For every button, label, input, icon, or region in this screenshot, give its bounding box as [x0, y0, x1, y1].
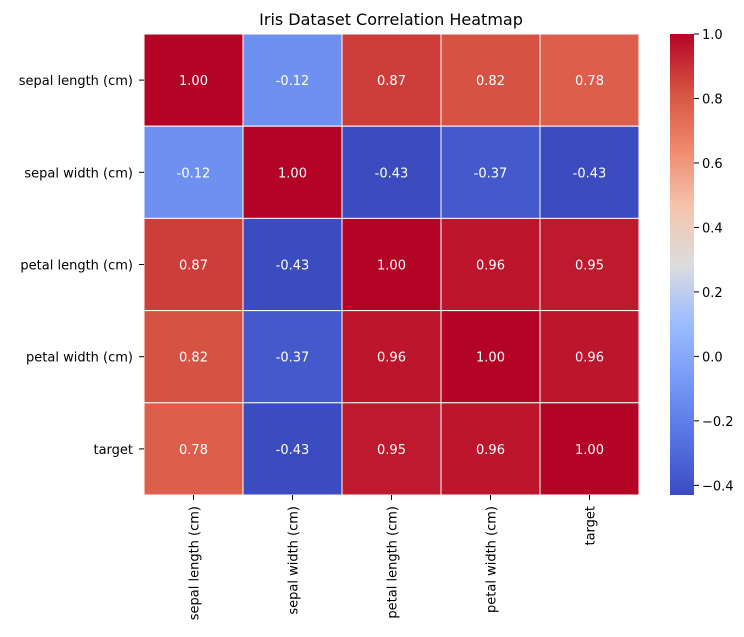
cell-annotation: -0.43 — [276, 259, 310, 274]
cell-annotation: 0.95 — [377, 443, 406, 458]
cell-annotation: -0.43 — [573, 166, 607, 181]
cell-annotation: 0.96 — [476, 259, 505, 274]
cell-annotation: 1.00 — [476, 351, 505, 366]
row-tick-label: petal length (cm) — [20, 259, 133, 274]
heatmap-cell — [440, 33, 541, 127]
heatmap-cell — [341, 402, 442, 496]
cell-annotation: -0.12 — [276, 74, 310, 89]
colorbar-tick-label: 0.6 — [702, 157, 723, 172]
cell-annotation: -0.12 — [177, 166, 211, 181]
colorbar — [670, 34, 694, 495]
heatmap-cell — [143, 310, 244, 404]
heatmap-cells: 1.00 -0.12 0.87 0.82 0.78 -0.12 1.00 -0.43 -0.37… — [143, 33, 640, 496]
heatmap-cell — [341, 217, 442, 312]
colorbar-tick-label: −0.2 — [702, 415, 734, 430]
col-tick-label: petal width (cm) — [485, 506, 500, 613]
cell-annotation: 1.00 — [179, 74, 208, 89]
heatmap-cell — [539, 125, 640, 219]
row-tick-label: target — [93, 443, 133, 458]
col-tick-label: sepal length (cm) — [188, 506, 203, 620]
colorbar-tick-label: 0.4 — [702, 221, 723, 236]
col-tick-labels: sepal length (cm) sepal width (cm) petal l… — [188, 495, 599, 620]
cell-annotation: 1.00 — [377, 259, 406, 274]
heatmap-cell — [440, 402, 541, 496]
row-tick-label: petal width (cm) — [26, 351, 133, 366]
heatmap-cell — [440, 217, 541, 312]
cell-annotation: 0.96 — [476, 443, 505, 458]
chart-title: Iris Dataset Correlation Heatmap — [259, 10, 523, 29]
heatmap-cell — [539, 402, 640, 496]
colorbar-tick-label: 0.8 — [702, 92, 723, 107]
colorbar-tick-label: 0.0 — [702, 350, 723, 365]
heatmap-cell — [440, 310, 541, 404]
row-tick-labels: sepal length (cm) sepal width (cm) petal l… — [19, 74, 144, 458]
heatmap-cell — [539, 310, 640, 404]
heatmap-cell — [143, 33, 244, 127]
heatmap-cell — [242, 217, 343, 312]
heatmap-cell — [242, 33, 343, 127]
heatmap-cell — [242, 402, 343, 496]
col-tick-label: target — [584, 506, 599, 546]
cell-annotation: -0.43 — [276, 443, 310, 458]
heatmap-cell — [242, 125, 343, 219]
cell-annotation: 0.87 — [377, 74, 406, 89]
colorbar-tick-label: −0.4 — [702, 479, 734, 494]
colorbar-tick-labels: 1.0 0.8 0.6 0.4 0.2 0.0 −0.2 −0.4 — [694, 28, 734, 494]
colorbar-tick-label: 0.2 — [702, 286, 723, 301]
col-tick-label: petal length (cm) — [386, 506, 401, 619]
row-tick-label: sepal width (cm) — [24, 166, 133, 181]
cell-annotation: -0.37 — [276, 351, 310, 366]
cell-annotation: 0.96 — [575, 351, 604, 366]
heatmap-cell — [341, 33, 442, 127]
cell-annotation: -0.43 — [375, 166, 409, 181]
heatmap-cell — [242, 310, 343, 404]
cell-annotation: 0.95 — [575, 259, 604, 274]
colorbar-tick-label: 1.0 — [702, 28, 723, 43]
row-tick-label: sepal length (cm) — [19, 74, 133, 89]
col-tick-label: sepal width (cm) — [287, 506, 302, 615]
heatmap-cell — [341, 310, 442, 404]
cell-annotation: 0.96 — [377, 351, 406, 366]
cell-annotation: -0.37 — [474, 166, 508, 181]
heatmap-cell — [539, 217, 640, 312]
heatmap-cell — [341, 125, 442, 219]
cell-annotation: 0.78 — [575, 74, 604, 89]
cell-annotation: 0.78 — [179, 443, 208, 458]
heatmap-cell — [143, 402, 244, 496]
cell-annotation: 1.00 — [575, 443, 604, 458]
cell-annotation: 0.87 — [179, 259, 208, 274]
cell-annotation: 1.00 — [278, 166, 307, 181]
cell-annotation: 0.82 — [476, 74, 505, 89]
cell-annotation: 0.82 — [179, 351, 208, 366]
heatmap-cell — [440, 125, 541, 219]
